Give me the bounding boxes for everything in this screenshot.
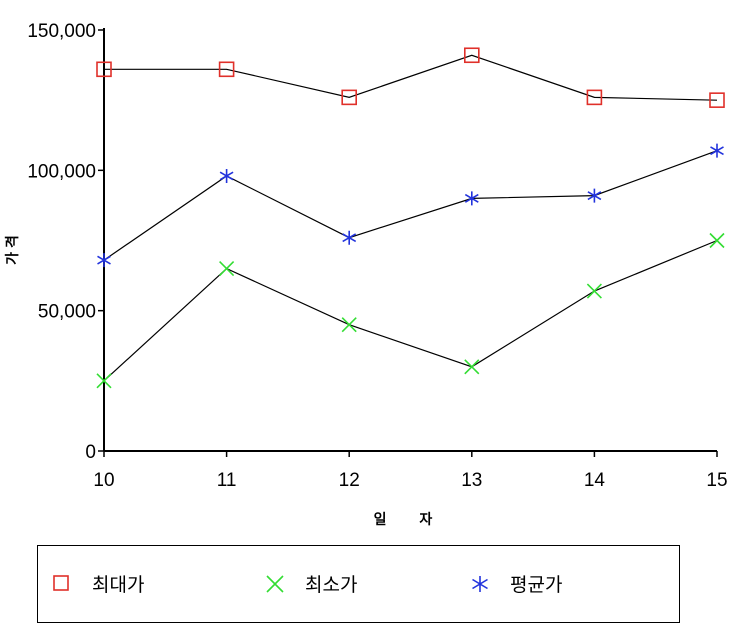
legend-label-max: 최대가 <box>92 574 145 596</box>
x-tick-labels: 10 11 12 13 14 15 <box>93 451 728 491</box>
data-point-asterisk <box>219 168 234 183</box>
y-tick-label: 50,000 <box>38 302 96 323</box>
x-tick-label: 10 <box>93 470 114 491</box>
data-point-x <box>464 359 480 375</box>
legend-label-avg: 평균가 <box>510 574 563 596</box>
data-point-asterisk <box>710 143 724 158</box>
legend-item-avg: 평균가 <box>470 546 562 621</box>
legend-label-min: 최소가 <box>305 574 358 596</box>
legend-item-min: 최소가 <box>265 546 357 621</box>
data-point-asterisk <box>587 188 602 203</box>
data-point-x <box>96 373 112 389</box>
x-tick-label: 13 <box>461 470 482 491</box>
series-lines <box>103 54 718 382</box>
x-tick-label: 11 <box>217 470 237 491</box>
x-tick-label: 15 <box>706 470 727 491</box>
data-point-square <box>341 89 358 106</box>
y-tick-labels: 0 50,000 100,000 150,000 <box>27 21 104 463</box>
y-axis-title: 가격 <box>4 231 21 265</box>
asterisk-marker-icon <box>472 575 488 592</box>
x-axis-title: 일 자 <box>374 512 447 528</box>
data-point-asterisk <box>342 230 357 245</box>
legend-item-max: 최대가 <box>52 546 144 621</box>
chart-axes <box>103 28 717 452</box>
data-point-x <box>586 283 602 299</box>
series-line-1 <box>104 54 718 101</box>
data-point-square <box>586 89 603 106</box>
data-point-square <box>218 61 235 78</box>
line-chart: 10 11 12 13 14 15 0 50,000 100,000 150,000 일 자 가… <box>4 21 728 528</box>
data-point-asterisk <box>464 191 479 206</box>
series-line-3 <box>103 150 718 261</box>
legend: 최대가 최소가 평균가 <box>37 545 680 623</box>
series-line-2 <box>103 239 718 382</box>
square-marker-icon <box>53 574 69 591</box>
y-tick-label: 100,000 <box>27 161 96 182</box>
data-point-square <box>463 47 480 64</box>
y-tick-label: 0 <box>85 442 96 463</box>
x-tick-label: 12 <box>339 470 360 491</box>
x-tick-label: 14 <box>584 470 606 491</box>
data-point-x <box>709 232 725 249</box>
x-marker-icon <box>266 574 284 593</box>
y-tick-label: 150,000 <box>27 21 96 42</box>
data-point-square <box>709 92 725 108</box>
data-point-x <box>219 261 235 277</box>
data-point-asterisk <box>97 253 111 268</box>
series-markers <box>96 47 725 389</box>
data-point-x <box>341 317 357 333</box>
data-point-square <box>96 61 112 78</box>
